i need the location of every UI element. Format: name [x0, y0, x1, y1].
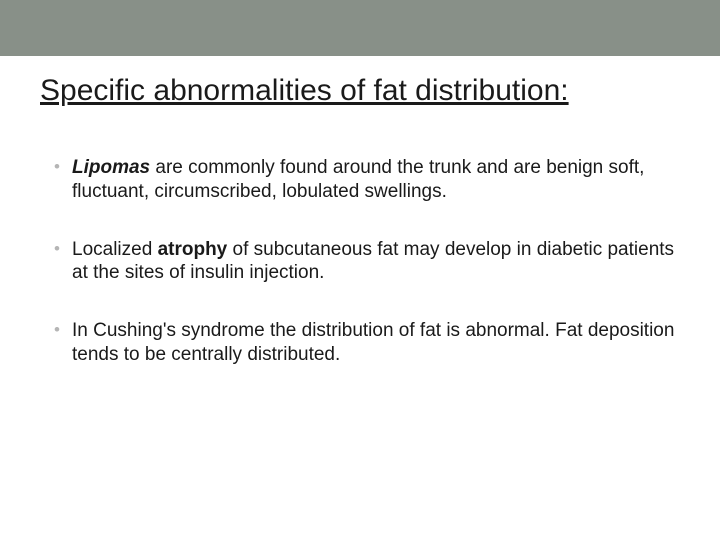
- top-bar: [0, 0, 720, 56]
- bullet-text-before: In Cushing's syndrome the distribution o…: [72, 320, 674, 365]
- bullet-text-after: are commonly found around the trunk and …: [72, 157, 644, 202]
- bullet-item: Localized atrophy of subcutaneous fat ma…: [54, 238, 680, 286]
- bullet-list: Lipomas are commonly found around the tr…: [40, 156, 680, 367]
- bullet-item: In Cushing's syndrome the distribution o…: [54, 319, 680, 367]
- slide-title: Specific abnormalities of fat distributi…: [40, 74, 680, 108]
- slide-body: Specific abnormalities of fat distributi…: [0, 56, 720, 367]
- bullet-item: Lipomas are commonly found around the tr…: [54, 156, 680, 204]
- bullet-emph: Lipomas: [72, 157, 150, 178]
- bullet-text-before: Localized: [72, 239, 158, 260]
- bullet-emph: atrophy: [158, 239, 228, 260]
